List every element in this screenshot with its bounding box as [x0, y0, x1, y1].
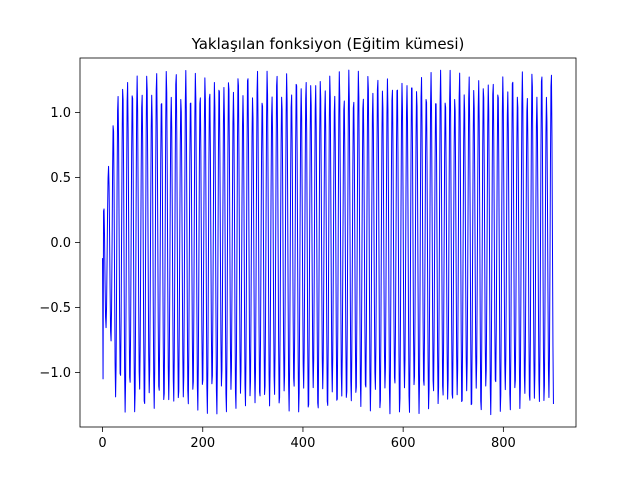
y-tick-label: 1.0: [50, 106, 71, 121]
plot-area: [102, 69, 554, 416]
chart-title: Yaklaşılan fonksiyon (Eğitim kümesi): [191, 35, 465, 53]
series-line-0: [102, 69, 554, 416]
y-tick-label: 0.5: [50, 171, 71, 186]
x-tick-label: 0: [98, 436, 106, 451]
x-tick-label: 800: [491, 436, 516, 451]
y-tick-label: −1.0: [39, 366, 71, 381]
y-tick-label: −0.5: [39, 301, 71, 316]
x-tick-label: 200: [190, 436, 215, 451]
x-tick-label: 600: [391, 436, 416, 451]
axes: 0 200 400 600 800 −1.0 −0.5 0.0 0.5 1.0: [39, 57, 577, 451]
x-tick-label: 400: [291, 436, 316, 451]
y-tick-label: 0.0: [50, 236, 71, 251]
